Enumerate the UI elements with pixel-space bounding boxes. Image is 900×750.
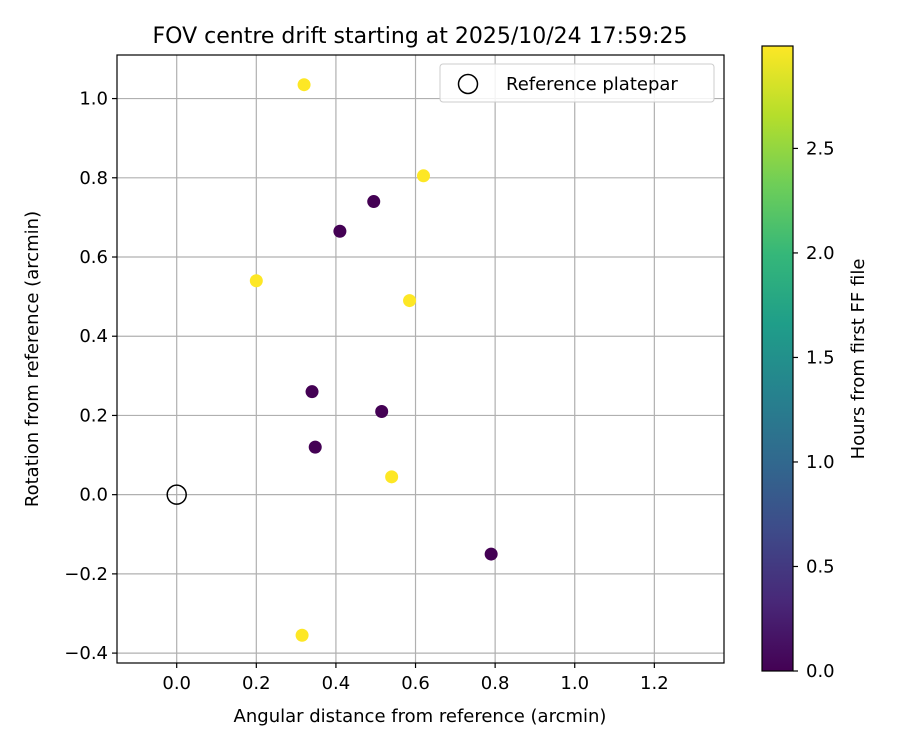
x-tick-label: 0.2 xyxy=(242,673,271,694)
colorbar-frame xyxy=(761,45,794,672)
legend-reference-marker xyxy=(457,73,479,95)
data-point xyxy=(416,169,430,183)
chart-title: FOV centre drift starting at 2025/10/24 … xyxy=(153,24,688,49)
legend: Reference platepar xyxy=(439,63,715,103)
y-tick-label: −0.2 xyxy=(64,564,108,585)
colorbar-tick-label: 0.0 xyxy=(806,661,835,682)
data-point xyxy=(375,404,389,418)
data-point xyxy=(403,294,417,308)
y-tick-label: 0.6 xyxy=(79,247,108,268)
plot-frame xyxy=(116,54,725,664)
x-tick-label: 0.0 xyxy=(162,673,191,694)
data-point xyxy=(484,547,498,561)
colorbar-tick-label: 1.5 xyxy=(806,347,835,368)
data-point xyxy=(295,628,309,642)
data-point xyxy=(305,385,319,399)
colorbar-tick-label: 2.5 xyxy=(806,138,835,159)
y-tick-label: 0.4 xyxy=(79,326,108,347)
y-tick-label: 0.0 xyxy=(79,485,108,506)
data-point xyxy=(367,195,381,209)
y-tick-label: 0.2 xyxy=(79,405,108,426)
x-tick-label: 0.8 xyxy=(481,673,510,694)
x-tick-label: 0.4 xyxy=(322,673,351,694)
data-points xyxy=(166,78,498,642)
x-tick-label: 1.2 xyxy=(640,673,669,694)
reference-marker xyxy=(166,484,187,505)
colorbar-gradient xyxy=(762,46,793,671)
data-point xyxy=(249,274,263,288)
data-point xyxy=(333,224,347,238)
colorbar-label: Hours from first FF file xyxy=(848,259,869,460)
colorbar: 0.0 0.5 1.0 1.5 2.0 2.5 Hours from first FF f… xyxy=(761,45,869,682)
x-axis-ticks: 0.0 0.2 0.4 0.6 0.8 1.0 1.2 xyxy=(162,663,669,694)
colorbar-ticks: 0.0 0.5 1.0 1.5 2.0 2.5 xyxy=(793,138,835,682)
data-point xyxy=(308,440,322,454)
data-point xyxy=(385,470,399,484)
grid xyxy=(117,55,724,663)
colorbar-tick-label: 1.0 xyxy=(806,452,835,473)
y-axis-label: Rotation from reference (arcmin) xyxy=(22,211,43,507)
x-tick-label: 1.0 xyxy=(560,673,589,694)
y-axis-ticks: −0.4 −0.2 0.0 0.2 0.4 0.6 0.8 1.0 xyxy=(64,89,117,664)
x-tick-label: 0.6 xyxy=(401,673,430,694)
legend-label: Reference platepar xyxy=(506,74,678,95)
x-axis-label: Angular distance from reference (arcmin) xyxy=(234,706,607,727)
legend-frame xyxy=(439,63,715,103)
data-point xyxy=(297,78,311,92)
colorbar-tick-label: 0.5 xyxy=(806,556,835,577)
y-tick-label: 0.8 xyxy=(79,168,108,189)
y-tick-label: 1.0 xyxy=(79,89,108,110)
y-tick-label: −0.4 xyxy=(64,643,108,664)
colorbar-tick-label: 2.0 xyxy=(806,243,835,264)
